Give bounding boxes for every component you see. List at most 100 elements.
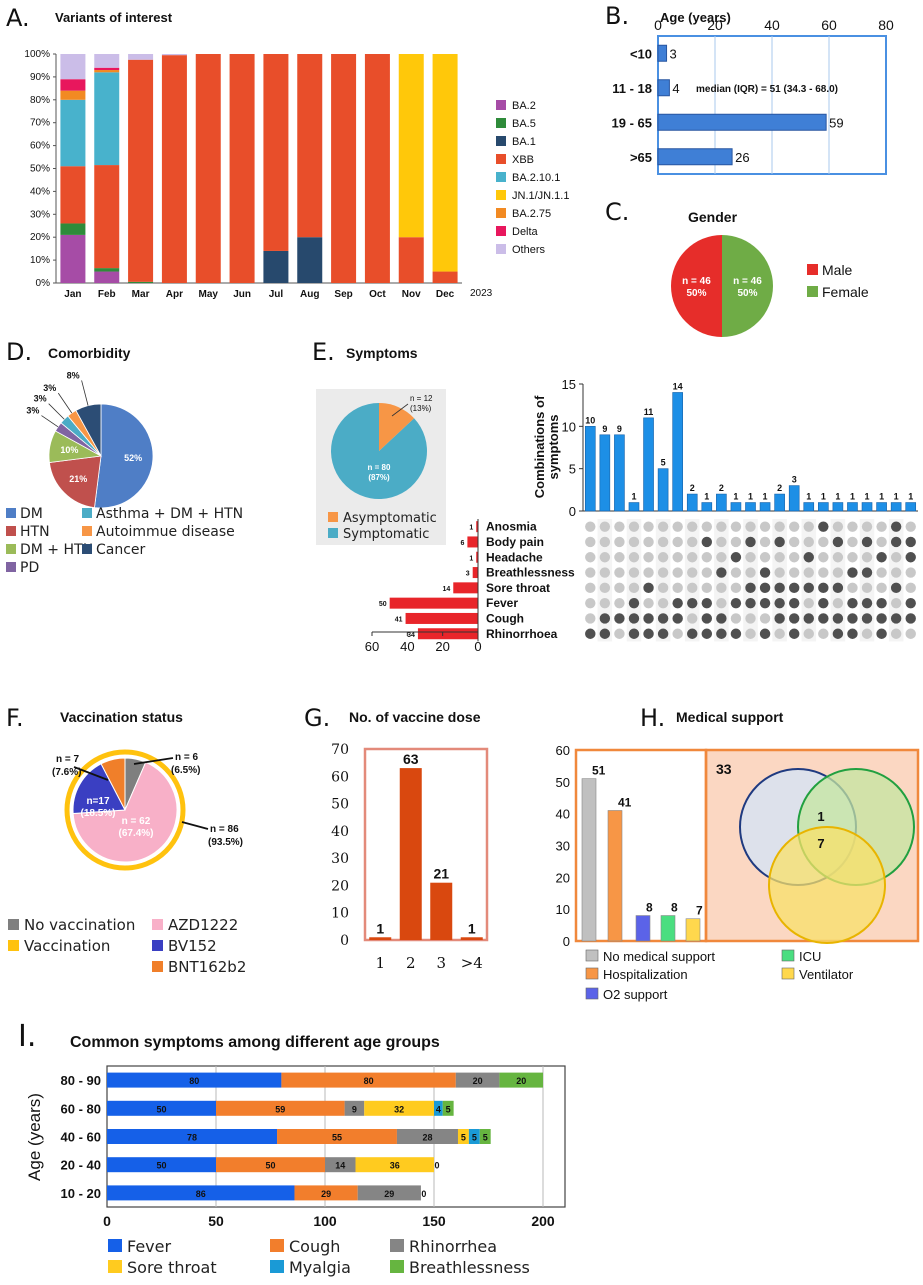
h-y-tick-label: 40 xyxy=(556,807,570,822)
e-matrix-dot xyxy=(628,552,640,563)
a-bar-delta-feb xyxy=(94,67,120,71)
b-y-tick-label: 19 - 65 xyxy=(612,115,652,130)
i-x-tick-label: 200 xyxy=(531,1213,555,1229)
e-matrix-dot xyxy=(788,628,800,639)
e-matrix-dot xyxy=(687,521,698,532)
e-matrix-dot xyxy=(788,536,800,548)
i-bar-myalgia-40-60 xyxy=(468,1129,480,1144)
a-bar-jn-1-jn-1-1-dec xyxy=(432,54,458,272)
h-y-tick-label: 30 xyxy=(556,839,570,854)
panel-e-pie: n = 80(87%) n = 12(13%) AsymptomaticSympto… xyxy=(316,389,446,545)
e-matrix-dot xyxy=(774,536,785,548)
f-legend-swatch-bnt162b2 xyxy=(152,961,163,972)
e-matrix-dot xyxy=(657,628,669,639)
d-legend-swatch-dm xyxy=(6,508,16,518)
e-matrix-dot xyxy=(628,567,640,578)
e-matrix-dot xyxy=(687,597,698,609)
d-legend-swatch-dm-htn xyxy=(6,544,16,554)
e-asymptomatic-leader xyxy=(391,403,409,417)
a-x-tick-label: Dec xyxy=(436,289,455,300)
e-combo-bar-value: 3 xyxy=(792,475,797,485)
i-bar-value: 50 xyxy=(156,1104,166,1114)
a-bar-ba-5-mar xyxy=(128,281,154,283)
i-y-tick-label: 80 - 90 xyxy=(61,1073,101,1088)
i-bar-value: 5 xyxy=(446,1104,451,1114)
e-matrix-dot xyxy=(803,613,814,624)
i-legend-label-myalgia: Myalgia xyxy=(289,1258,351,1277)
i-bar-value: 28 xyxy=(422,1133,432,1143)
e-matrix-dot xyxy=(832,582,844,594)
e-matrix-dot xyxy=(745,567,756,578)
e-combo-bar xyxy=(745,502,756,512)
i-bar-value-zero: 0 xyxy=(421,1189,426,1199)
e-matrix-dot xyxy=(861,552,873,563)
panel-d: D. Comorbidity 52%21%10%3%3%3%8%DMHTNDM … xyxy=(6,338,243,576)
i-bar-value: 29 xyxy=(321,1189,331,1199)
d-leader-line xyxy=(81,380,89,406)
a-bar-ba-2-feb xyxy=(94,271,120,283)
i-bar-breathlessness-40-60 xyxy=(479,1129,491,1144)
e-matrix-dot xyxy=(759,597,771,609)
e-set-label-rhinorrhoea: Rhinorrhoea xyxy=(486,627,558,641)
a-legend-swatch-ba-2-10-1 xyxy=(496,172,506,182)
i-legend-label-breathlessness: Breathlessness xyxy=(409,1258,530,1277)
e-matrix-dot xyxy=(847,552,858,563)
e-combo-bar-value: 1 xyxy=(850,492,855,502)
g-y-tick-label: 60 xyxy=(331,769,349,785)
c-legend-swatch-female xyxy=(807,286,818,297)
e-combo-bar-value: 9 xyxy=(602,424,607,434)
e-legend-swatch-asymptomatic xyxy=(328,512,338,522)
e-matrix-dot xyxy=(788,582,800,594)
e-matrix-dot xyxy=(745,613,756,624)
e-matrix-dot xyxy=(803,552,814,563)
a-bar-ba-2-10-1-jan xyxy=(60,99,86,167)
d-slice-cancer xyxy=(75,403,102,457)
f-slice-bnt162b2 xyxy=(100,757,126,811)
f-bnt-leader xyxy=(73,766,109,781)
f-legend-label-bv152: BV152 xyxy=(168,937,217,955)
panel-f-plot: n = 62(67.4%) n=17(18.5%) n = 7 (7.6%) n = 6… xyxy=(8,749,246,976)
b-bar-value: 59 xyxy=(829,115,843,130)
e-matrix-dot xyxy=(774,552,785,563)
e-matrix-dot xyxy=(643,521,654,532)
d-slice-htn xyxy=(48,455,102,509)
i-x-tick-label: 0 xyxy=(103,1213,111,1229)
a-bar-others-mar xyxy=(128,54,154,60)
e-matrix-dot xyxy=(701,567,713,578)
e-matrix-dot xyxy=(876,628,887,639)
e-matrix-dot xyxy=(832,628,844,639)
i-bar-value: 80 xyxy=(364,1076,374,1086)
a-legend-swatch-jn-1-jn-1-1 xyxy=(496,190,506,200)
e-combo-bar xyxy=(890,502,902,512)
e-matrix-dot xyxy=(585,628,596,639)
a-bar-xbb-jan xyxy=(60,166,86,224)
e-matrix-dot xyxy=(745,597,756,609)
d-legend-label-pd: PD xyxy=(20,560,39,576)
g-y-tick-label: 10 xyxy=(331,906,349,922)
a-y-tick-label: 70% xyxy=(30,118,50,129)
panel-h-plot: 0 10 20 30 40 50 60 51 41 8 8 7 33 1 7 No medical suppo… xyxy=(556,743,920,1002)
a-x-tick-label: Sep xyxy=(334,289,352,300)
i-bar-value: 9 xyxy=(352,1104,357,1114)
panel-b-plot: 0 20 40 60 80 3 <10 4 11 - 18 59 19 - 65 26 >65 xyxy=(612,17,894,175)
e-matrix-dot xyxy=(657,567,669,578)
e-matrix-dot xyxy=(643,582,654,594)
e-combo-bar xyxy=(876,502,887,512)
e-combo-bar xyxy=(861,502,873,512)
g-bar-value: 21 xyxy=(433,866,449,882)
e-matrix-dot xyxy=(599,628,611,639)
i-legend-swatch-myalgia xyxy=(270,1260,284,1273)
a-x-tick-label: Mar xyxy=(132,289,150,300)
b-x-tick-label: 0 xyxy=(654,17,662,33)
e-count-bar-sore-throat xyxy=(453,582,478,594)
i-bar-value: 20 xyxy=(473,1076,483,1086)
e-matrix-dot xyxy=(657,552,669,563)
a-legend-swatch-xbb xyxy=(496,154,506,164)
i-bar-value: 4 xyxy=(436,1104,441,1114)
e-matrix-dot xyxy=(905,582,916,594)
e-count-value: 1 xyxy=(469,525,473,532)
c-legend-label-male: Male xyxy=(822,262,853,278)
panel-g-plot: 0 10 20 30 40 50 60 70 1 1 63 2 21 3 1 >4 xyxy=(331,742,489,972)
e-matrix-dot xyxy=(847,613,858,624)
